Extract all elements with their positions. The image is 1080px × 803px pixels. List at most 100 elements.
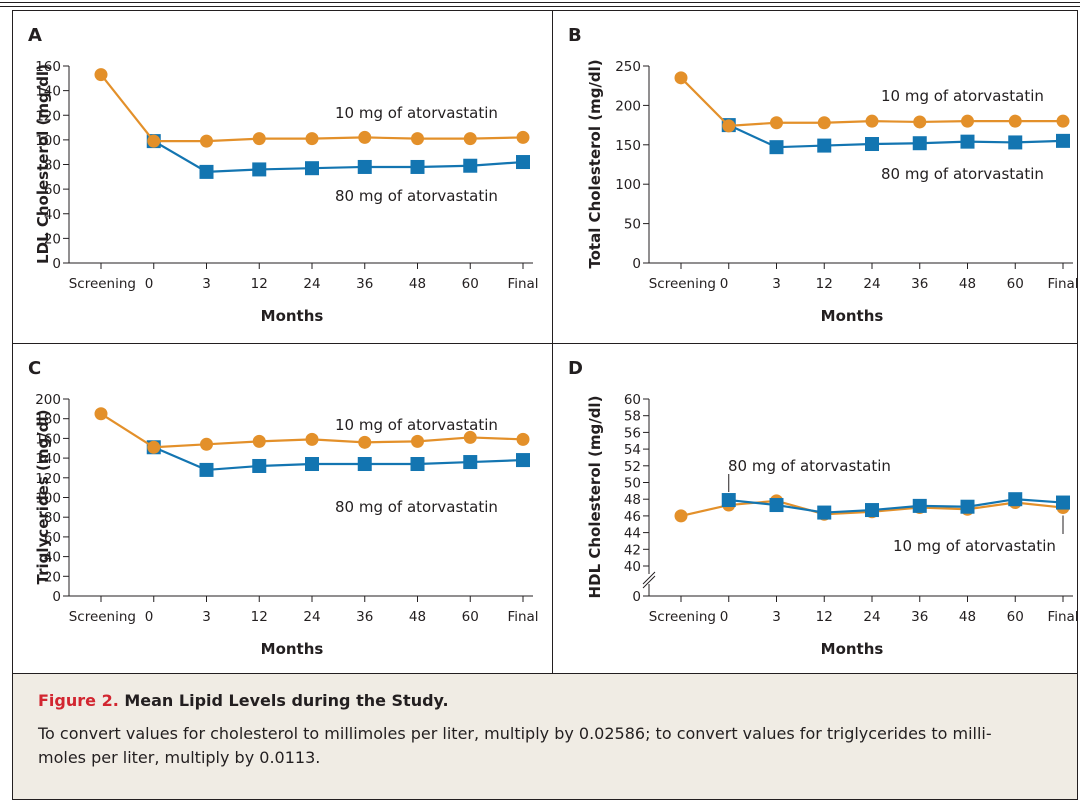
data-point-10mg	[147, 440, 161, 454]
x-tick-label: 3	[772, 609, 781, 625]
x-tick-label: Screening	[69, 276, 136, 292]
data-point-10mg	[358, 435, 372, 449]
y-axis-title: Total Cholesterol (mg/dl)	[586, 59, 604, 268]
data-point-10mg	[252, 434, 266, 448]
figure-number: Figure 2.	[38, 691, 119, 710]
data-point-10mg	[200, 134, 213, 148]
y-tick-label: 160	[35, 59, 61, 75]
data-point-80mg	[252, 458, 267, 473]
data-point-10mg	[463, 132, 477, 146]
x-tick-label: 0	[145, 609, 154, 625]
x-tick-label: Final	[507, 609, 538, 625]
data-point-10mg	[770, 116, 783, 130]
panel-letter: A	[28, 25, 42, 46]
data-point-80mg	[516, 453, 530, 468]
data-point-80mg	[410, 159, 425, 174]
x-tick-label: 60	[1007, 609, 1024, 625]
series-label-10mg: 10 mg of atorvastatin	[881, 87, 1044, 105]
data-point-10mg	[305, 432, 319, 446]
data-point-10mg	[411, 132, 424, 146]
panel-letter: D	[568, 358, 583, 379]
y-tick-label: 200	[35, 392, 61, 408]
panel-d: D 0 40 42 44 46 48 50 52 54 56 58 60 Screening 0 3 12 24 3…	[553, 344, 1080, 677]
data-point-10mg	[865, 114, 879, 128]
data-point-80mg	[463, 455, 478, 470]
caption-body-line-2: moles per liter, multiply by 0.0113.	[38, 748, 321, 767]
series-line-80mg	[728, 498, 1064, 514]
y-tick-label: 120	[35, 108, 61, 124]
x-tick-label: Screening	[69, 609, 136, 625]
series-label-80mg: 80 mg of atorvastatin	[881, 165, 1044, 183]
y-tick-label: 40	[624, 559, 641, 575]
y-tick-label: 140	[35, 451, 61, 467]
series-label-10mg: 10 mg of atorvastatin	[893, 537, 1056, 555]
x-tick-label: 60	[462, 276, 479, 292]
data-point-80mg	[305, 457, 319, 472]
data-point-80mg	[769, 498, 784, 513]
data-point-80mg	[463, 158, 478, 173]
figure-caption: Figure 2. Mean Lipid Levels during the S…	[12, 674, 1078, 800]
x-tick-label: 12	[251, 276, 268, 292]
panel-c: C 0 20 40 60 80 100 120 140 160 180 200 Screening 0 3 1…	[13, 344, 553, 677]
x-tick-label: 48	[959, 276, 976, 292]
y-axis-title: LDL Cholesterol (mg/dl)	[34, 64, 52, 264]
panel-a: A 0 20 40 60 80 100 120 140 160 Screening 0 3 12 24 36 4…	[13, 11, 553, 344]
data-point-80mg	[912, 136, 927, 151]
data-point-80mg	[865, 137, 879, 152]
data-point-10mg	[516, 130, 530, 144]
x-tick-label: 36	[911, 276, 928, 292]
panel-b: B 0 50 100 150 200 250 Screening 0 3 12 24 36 48 60 Fin…	[553, 11, 1080, 344]
series-line-80mg	[153, 140, 524, 174]
x-tick-label: 48	[959, 609, 976, 625]
y-tick-label: 20	[44, 569, 61, 585]
chart-a-svg: A 0 20 40 60 80 100 120 140 160 Screening 0 3 12 24 36 4…	[28, 25, 539, 325]
data-point-10mg	[94, 68, 108, 82]
data-point-80mg	[410, 457, 425, 472]
data-point-10mg	[358, 130, 372, 144]
x-tick-label: 24	[303, 276, 320, 292]
caption-body: To convert values for cholesterol to mil…	[38, 722, 1058, 770]
y-tick-label: 0	[52, 256, 61, 272]
series-label-80mg: 80 mg of atorvastatin	[335, 187, 498, 205]
y-tick-label: 58	[624, 409, 641, 425]
y-tick-label: 20	[44, 231, 61, 247]
data-point-80mg	[252, 162, 267, 177]
x-tick-label: 3	[772, 276, 781, 292]
panel-divider-vertical	[552, 11, 553, 673]
x-tick-label: 24	[863, 609, 880, 625]
y-tick-label: 60	[624, 392, 641, 408]
data-point-10mg	[463, 430, 477, 444]
data-point-10mg	[200, 437, 213, 451]
caption-body-line-1: To convert values for cholesterol to mil…	[38, 724, 992, 743]
data-point-10mg	[1056, 114, 1070, 128]
series-line-80mg	[153, 446, 524, 472]
data-point-80mg	[357, 457, 372, 472]
panel-letter: B	[568, 25, 582, 46]
series-label-80mg: 80 mg of atorvastatin	[728, 457, 891, 475]
data-point-80mg	[1056, 133, 1070, 148]
series-label-10mg: 10 mg of atorvastatin	[335, 416, 498, 434]
x-tick-label: 0	[720, 276, 729, 292]
y-tick-label: 56	[624, 425, 641, 441]
top-rule-2	[0, 6, 1080, 7]
panel-letter: C	[28, 358, 41, 379]
data-point-10mg	[817, 116, 831, 130]
axis-break-mark-1	[642, 571, 656, 585]
y-tick-label: 50	[624, 476, 641, 492]
panel-divider-horizontal	[13, 343, 1077, 344]
y-tick-label: 200	[615, 98, 641, 114]
data-point-80mg	[817, 505, 832, 520]
data-point-80mg	[199, 164, 214, 179]
data-point-10mg	[674, 509, 688, 523]
x-tick-label: 3	[202, 276, 211, 292]
chart-c-svg: C 0 20 40 60 80 100 120 140 160 180 200 Screening 0 3 1…	[28, 358, 539, 658]
y-tick-label: 42	[624, 542, 641, 558]
y-tick-label: 40	[44, 550, 61, 566]
data-point-10mg	[722, 119, 736, 133]
x-tick-label: 24	[303, 609, 320, 625]
data-point-80mg	[721, 493, 736, 508]
x-tick-label: 24	[863, 276, 880, 292]
data-point-80mg	[769, 140, 784, 155]
x-tick-label: 48	[409, 609, 426, 625]
